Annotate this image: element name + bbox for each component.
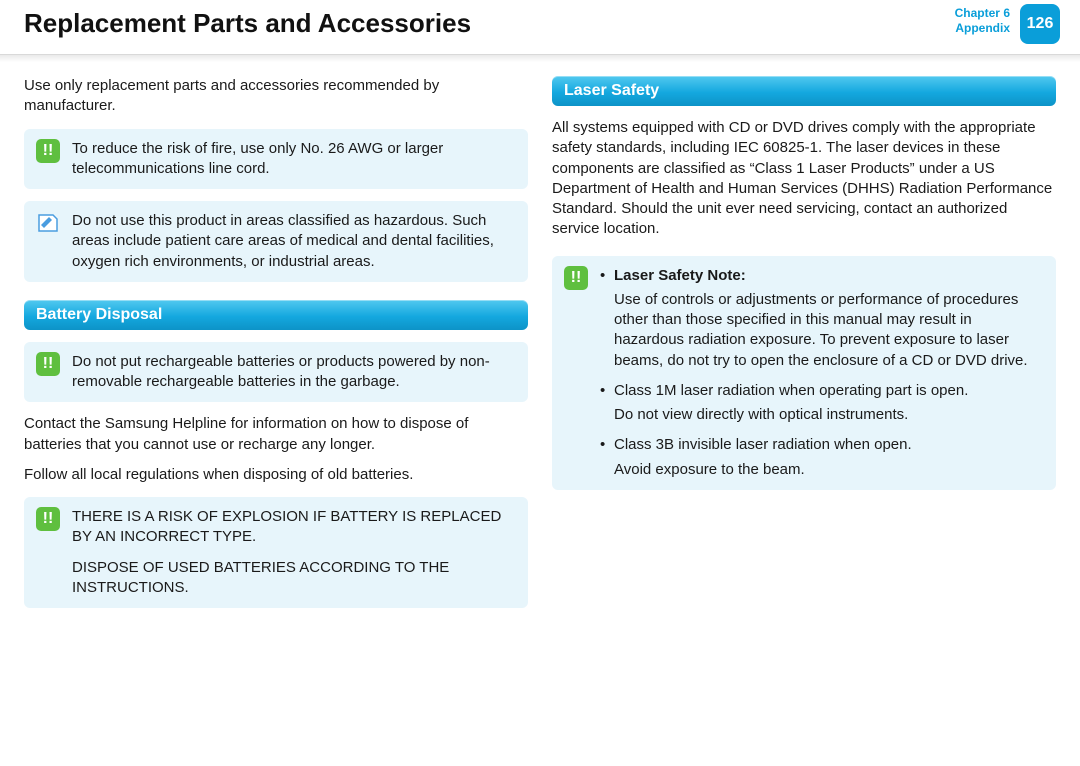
header-divider (0, 54, 1080, 62)
page-number-badge: 126 (1020, 4, 1060, 44)
laser-note-bullet-2: Class 1M laser radiation when operating … (600, 381, 1042, 426)
laser-note-bullet-1: Laser Safety Note: Use of controls or ad… (600, 266, 1042, 371)
laser-note-label: Laser Safety Note: (614, 267, 746, 284)
warning-icon: !! (36, 352, 60, 376)
note-icon (36, 211, 60, 235)
warn-battery-text: Do not put rechargeable batteries or pro… (72, 353, 490, 390)
laser-note-body: Use of controls or adjustments or perfor… (614, 290, 1042, 371)
laser-bullet-3a: Class 3B invisible laser radiation when … (614, 436, 912, 453)
laser-bullet-3b: Avoid exposure to the beam. (614, 460, 1042, 480)
para-regulations: Follow all local regulations when dispos… (24, 465, 528, 485)
section-battery-disposal: Battery Disposal (24, 300, 528, 330)
chapter-info: Chapter 6 Appendix (955, 6, 1010, 36)
page-title: Replacement Parts and Accessories (24, 8, 1056, 39)
intro-text: Use only replacement parts and accessori… (24, 76, 528, 117)
right-column: Laser Safety All systems equipped with C… (552, 76, 1056, 620)
para-helpline: Contact the Samsung Helpline for informa… (24, 414, 528, 455)
chapter-line-1: Chapter 6 (955, 6, 1010, 21)
laser-note-bullet-3: Class 3B invisible laser radiation when … (600, 435, 1042, 480)
warn-explosion-line-1: THERE IS A RISK OF EXPLOSION IF BATTERY … (72, 507, 514, 548)
chapter-line-2: Appendix (955, 21, 1010, 36)
warning-icon: !! (564, 266, 588, 290)
warn-line-cord-text: To reduce the risk of fire, use only No.… (72, 140, 443, 177)
warn-battery-garbage: !! Do not put rechargeable batteries or … (24, 342, 528, 403)
warn-explosion: !! THERE IS A RISK OF EXPLOSION IF BATTE… (24, 497, 528, 608)
page-header: Replacement Parts and Accessories Chapte… (0, 0, 1080, 54)
laser-bullet-2b: Do not view directly with optical instru… (614, 405, 1042, 425)
laser-intro-text: All systems equipped with CD or DVD driv… (552, 118, 1056, 240)
warn-line-cord: !! To reduce the risk of fire, use only … (24, 129, 528, 190)
section-laser-safety: Laser Safety (552, 76, 1056, 106)
warning-icon: !! (36, 507, 60, 531)
content-columns: Use only replacement parts and accessori… (0, 76, 1080, 620)
warn-explosion-line-2: DISPOSE OF USED BATTERIES ACCORDING TO T… (72, 558, 514, 599)
warn-laser-safety-note: !! Laser Safety Note: Use of controls or… (552, 256, 1056, 490)
laser-bullet-2a: Class 1M laser radiation when operating … (614, 382, 968, 399)
left-column: Use only replacement parts and accessori… (24, 76, 528, 620)
note-hazardous-areas: Do not use this product in areas classif… (24, 201, 528, 282)
note-hazard-text: Do not use this product in areas classif… (72, 212, 494, 270)
warning-icon: !! (36, 139, 60, 163)
